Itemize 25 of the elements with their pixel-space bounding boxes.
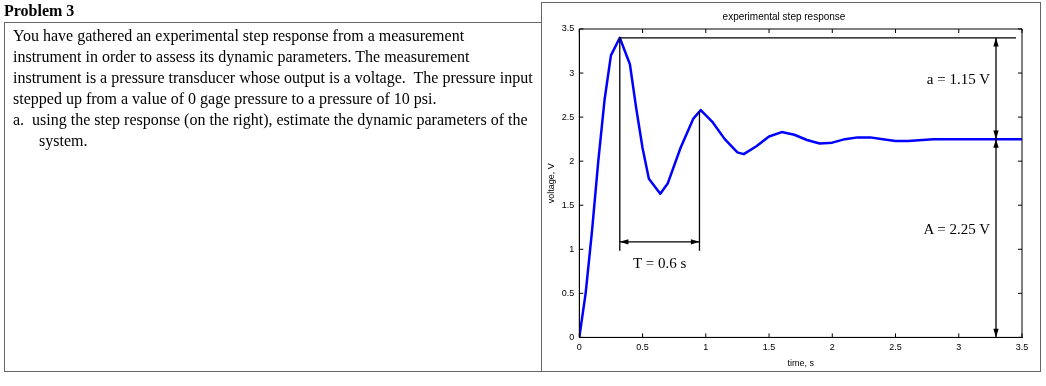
y-tick-label: 1.5 — [561, 199, 575, 210]
x-tick-label: 2.5 — [889, 342, 902, 353]
x-tick-label: 3.5 — [1015, 342, 1029, 353]
y-tick-label: 0.5 — [561, 287, 575, 298]
text: You have gathered an experimental step response from a measurement instrument in order to assess its dynamic parameters. The measurement instrument is a pressure transducer whose output is a voltage. The pressure input stepped up from a value of 0 gage pressure to a pressure of 10 psi. — [13, 26, 533, 109]
y-tick-label: 1 — [569, 243, 575, 254]
y-axis-title: voltage, V — [545, 163, 556, 204]
y-tick-label: 2.5 — [561, 111, 575, 122]
x-tick-label: 2 — [829, 342, 835, 353]
y-tick-label: 2 — [569, 155, 575, 166]
annotation: T = 0.6 s — [633, 254, 687, 271]
y-tick-label: 0 — [569, 331, 575, 342]
annotation: a = 1.15 V — [926, 71, 991, 88]
x-tick-label: 0.5 — [636, 342, 649, 353]
y-tick-label: 3 — [569, 67, 575, 78]
annotation: A = 2.25 V — [923, 221, 991, 238]
x-tick-label: 1.5 — [762, 342, 776, 353]
y-tick-label: 3.5 — [561, 23, 575, 34]
x-axis-title: time, s — [787, 358, 815, 369]
chart-title: experimental step response — [722, 10, 846, 22]
x-tick-label: 3 — [956, 342, 962, 353]
text: Problem 3 — [4, 2, 75, 20]
x-tick-label: 0 — [576, 342, 582, 353]
x-tick-label: 1 — [703, 342, 709, 353]
text: a. using the step response (on the right), estimate the dynamic parameters of the system. — [13, 110, 529, 151]
